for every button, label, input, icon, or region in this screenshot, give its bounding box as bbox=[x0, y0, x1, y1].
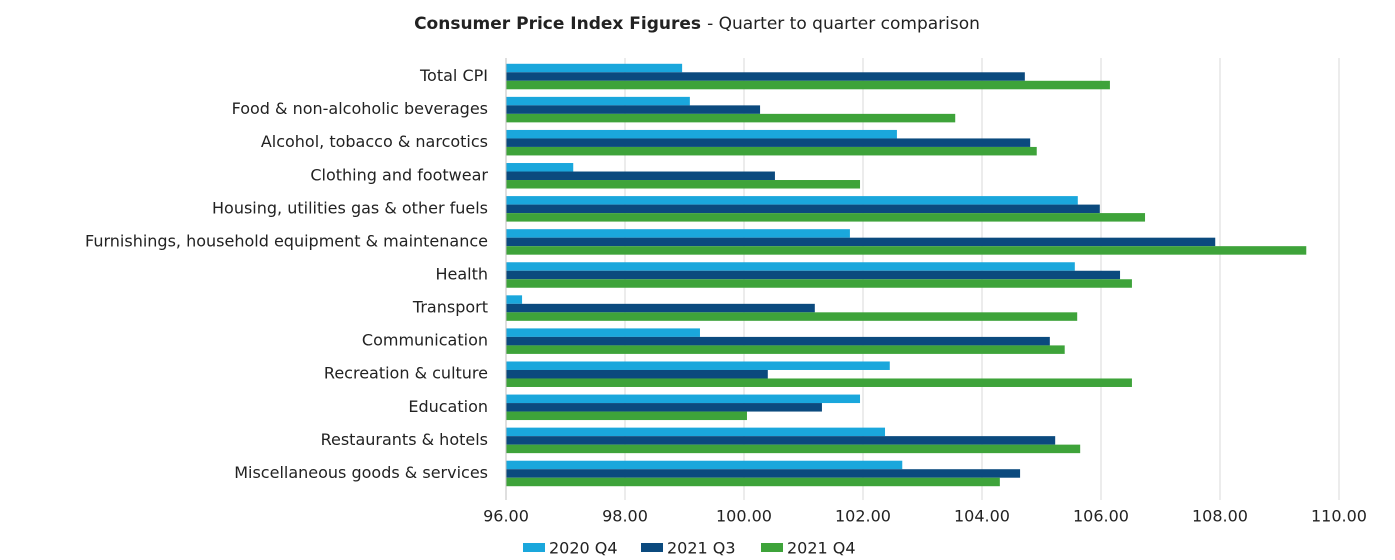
bar bbox=[506, 295, 523, 304]
bar bbox=[506, 378, 1132, 387]
y-tick-label: Miscellaneous goods & services bbox=[234, 463, 488, 482]
y-tick-label: Health bbox=[435, 265, 488, 284]
y-tick-label: Housing, utilities gas & other fuels bbox=[212, 198, 488, 217]
y-tick-label: Recreation & culture bbox=[324, 364, 488, 383]
y-tick-label: Restaurants & hotels bbox=[321, 430, 488, 449]
bar bbox=[506, 328, 700, 337]
bar bbox=[506, 369, 768, 379]
bar bbox=[506, 312, 1078, 321]
bar bbox=[506, 204, 1100, 214]
legend-swatch bbox=[641, 543, 663, 552]
y-tick-label: Food & non-alcoholic beverages bbox=[232, 99, 488, 118]
bar bbox=[506, 163, 574, 172]
legend-label: 2021 Q4 bbox=[787, 539, 856, 558]
bar bbox=[506, 262, 1075, 271]
y-tick-label: Education bbox=[408, 397, 488, 416]
chart-title: Consumer Price Index Figures bbox=[414, 14, 701, 34]
y-tick-label: Alcohol, tobacco & narcotics bbox=[261, 132, 488, 151]
y-tick-label: Communication bbox=[362, 331, 488, 350]
bar bbox=[506, 129, 897, 139]
bar bbox=[506, 246, 1307, 255]
title-group: Consumer Price Index Figures - Quarter to… bbox=[414, 14, 980, 34]
legend-swatch bbox=[761, 543, 783, 552]
legend-label: 2020 Q4 bbox=[549, 539, 618, 558]
bar bbox=[506, 96, 690, 106]
y-tick-label: Total CPI bbox=[419, 66, 488, 85]
bar bbox=[506, 196, 1078, 205]
bar bbox=[506, 237, 1216, 247]
bar bbox=[506, 63, 683, 73]
bar bbox=[506, 113, 956, 123]
x-tick-label: 106.00 bbox=[1073, 507, 1129, 526]
bar bbox=[506, 403, 822, 412]
bar bbox=[506, 336, 1050, 346]
bar bbox=[506, 270, 1121, 280]
bar bbox=[506, 213, 1146, 222]
bar bbox=[506, 477, 1000, 487]
bar bbox=[506, 427, 886, 437]
bar bbox=[506, 80, 1110, 90]
bar bbox=[506, 229, 850, 238]
bar bbox=[506, 303, 815, 313]
legend-swatch bbox=[523, 543, 545, 552]
bar bbox=[506, 138, 1031, 147]
bar bbox=[506, 469, 1021, 478]
x-tick-label: 102.00 bbox=[835, 507, 891, 526]
bar bbox=[506, 72, 1025, 81]
bar bbox=[506, 394, 861, 404]
y-tick-label: Furnishings, household equipment & maint… bbox=[85, 231, 488, 250]
x-tick-label: 96.00 bbox=[483, 507, 529, 526]
bar bbox=[506, 345, 1065, 354]
bar bbox=[506, 105, 761, 114]
bar bbox=[506, 411, 747, 421]
bar bbox=[506, 460, 903, 470]
bar bbox=[506, 146, 1037, 156]
chart-subtitle: - Quarter to quarter comparison bbox=[707, 14, 980, 34]
y-tick-label: Transport bbox=[412, 298, 488, 317]
x-tick-label: 110.00 bbox=[1311, 507, 1367, 526]
x-tick-label: 104.00 bbox=[954, 507, 1010, 526]
bar bbox=[506, 171, 775, 181]
y-tick-label: Clothing and footwear bbox=[310, 165, 488, 184]
x-tick-label: 100.00 bbox=[716, 507, 772, 526]
x-tick-label: 108.00 bbox=[1192, 507, 1248, 526]
bar bbox=[506, 279, 1132, 288]
bar bbox=[506, 444, 1081, 454]
bar bbox=[506, 180, 861, 189]
x-tick-label: 98.00 bbox=[602, 507, 648, 526]
bar bbox=[506, 436, 1056, 445]
legend-label: 2021 Q3 bbox=[667, 539, 736, 558]
bar bbox=[506, 361, 890, 370]
